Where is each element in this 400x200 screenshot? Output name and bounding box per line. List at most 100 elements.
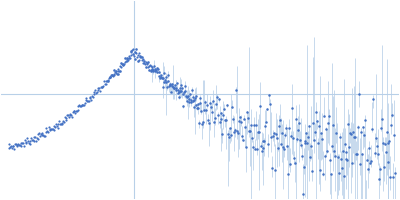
Point [124,56,130,59]
Point [122,59,129,62]
Point [8,144,14,147]
Point [17,143,23,146]
Point [146,64,152,67]
Point [63,117,70,120]
Point [54,124,60,128]
Point [126,57,133,60]
Point [24,136,30,140]
Point [114,68,121,71]
Point [10,145,16,148]
Point [111,72,118,76]
Point [22,140,29,144]
Point [148,69,154,72]
Point [118,65,124,69]
Point [42,135,48,138]
Point [48,127,54,130]
Point [81,103,87,107]
Point [133,48,140,51]
Point [23,141,30,144]
Point [146,63,153,66]
Point [57,122,63,125]
Point [7,145,14,148]
Point [6,142,12,146]
Point [159,77,166,80]
Point [54,127,61,130]
Point [182,89,188,92]
Point [126,55,132,58]
Point [110,73,117,76]
Point [126,57,132,60]
Point [58,123,65,126]
Point [113,72,119,75]
Point [197,102,203,105]
Point [19,142,26,145]
Point [169,83,175,86]
Point [131,57,138,61]
Point [75,105,82,108]
Point [178,90,184,93]
Point [6,146,13,149]
Point [53,122,59,125]
Point [89,94,95,97]
Point [77,105,83,108]
Point [171,87,177,90]
Point [12,142,18,145]
Point [114,72,120,75]
Point [120,62,126,65]
Point [94,91,100,94]
Point [142,66,149,69]
Point [95,87,102,90]
Point [138,59,145,62]
Point [18,141,25,144]
Point [10,144,17,148]
Point [136,58,142,61]
Point [130,48,136,51]
Point [98,86,104,89]
Point [148,70,154,73]
Point [186,97,192,100]
Point [119,63,126,66]
Point [180,92,186,95]
Point [143,62,150,65]
Point [133,51,139,55]
Point [80,103,86,106]
Point [105,79,112,83]
Point [116,69,122,73]
Point [140,61,146,64]
Point [152,67,158,71]
Point [41,135,47,138]
Point [33,140,39,143]
Point [134,55,140,59]
Point [68,113,74,117]
Point [20,141,26,144]
Point [188,100,194,104]
Point [62,118,69,121]
Point [36,131,42,134]
Point [66,115,72,119]
Point [15,142,22,145]
Point [141,61,147,64]
Point [149,66,155,69]
Point [135,60,142,63]
Point [78,103,85,106]
Point [51,124,58,128]
Point [46,126,52,129]
Point [9,146,15,149]
Point [60,120,66,123]
Point [65,113,71,116]
Point [14,145,20,148]
Point [115,69,122,72]
Point [121,63,127,66]
Point [58,123,64,126]
Point [71,110,78,113]
Point [137,55,143,59]
Point [73,110,79,113]
Point [128,50,134,53]
Point [56,119,62,122]
Point [139,55,145,59]
Point [96,87,102,90]
Point [50,127,56,130]
Point [18,145,24,148]
Point [122,60,128,64]
Point [70,111,76,114]
